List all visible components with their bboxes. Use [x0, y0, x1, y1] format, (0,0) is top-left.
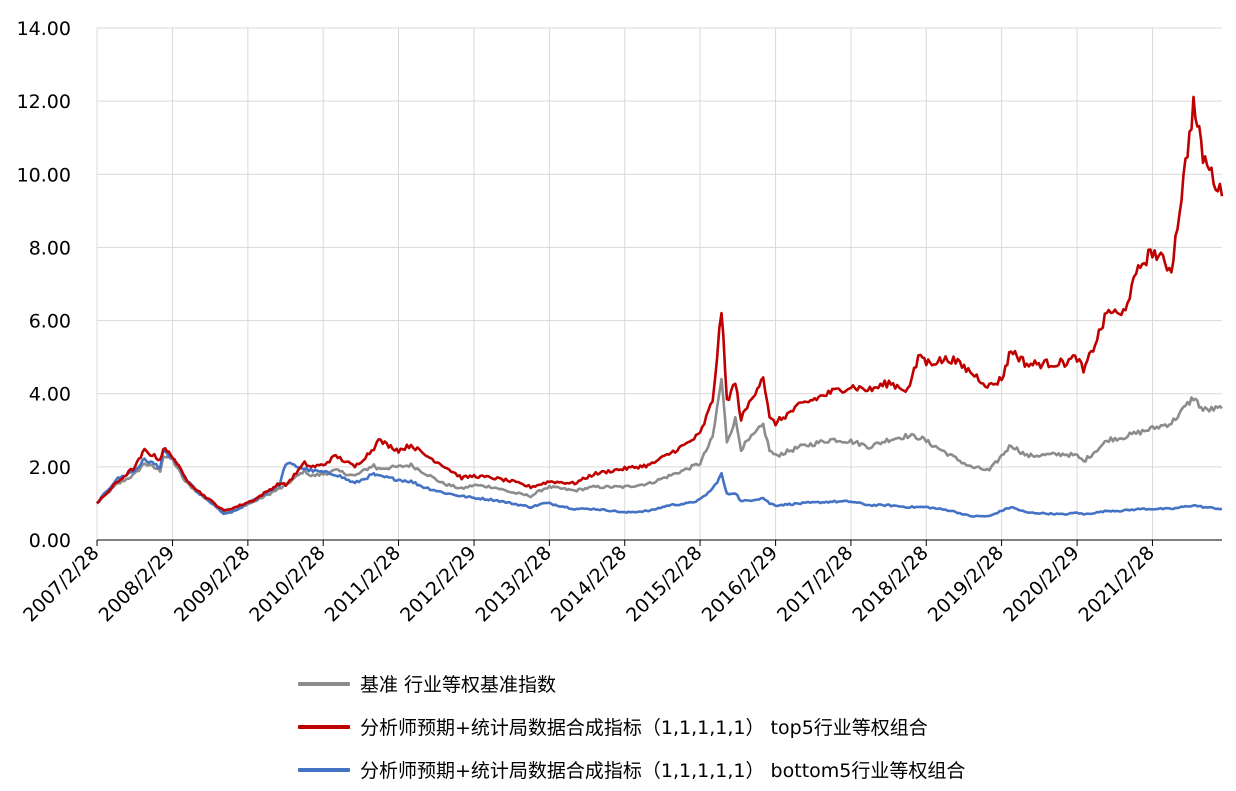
x-tick-label: 2016/2/29 — [698, 542, 782, 626]
x-tick-label: 2013/2/28 — [471, 542, 555, 626]
legend-item-top5: 分析师预期+统计局数据合成指标（1,1,1,1,1） top5行业等权组合 — [298, 705, 965, 748]
legend: 基准 行业等权基准指数 分析师预期+统计局数据合成指标（1,1,1,1,1） t… — [298, 662, 965, 791]
line-chart: 0.00 2.00 4.00 6.00 8.00 10.00 12.00 14.00 2007/… — [17, 18, 1224, 626]
y-tick-label: 12.00 — [17, 91, 71, 113]
legend-item-bottom5: 分析师预期+统计局数据合成指标（1,1,1,1,1） bottom5行业等权组合 — [298, 748, 965, 791]
x-tick-label: 2017/2/28 — [773, 542, 857, 626]
x-tick-label: 2015/2/28 — [622, 542, 706, 626]
legend-label-top5: 分析师预期+统计局数据合成指标（1,1,1,1,1） top5行业等权组合 — [360, 717, 928, 739]
series-lines — [95, 95, 1224, 518]
legend-item-benchmark: 基准 行业等权基准指数 — [298, 662, 965, 705]
x-tick-label: 2018/2/28 — [848, 542, 932, 626]
x-tick-label: 2021/2/28 — [1075, 542, 1159, 626]
x-tick-label: 2020/2/29 — [999, 542, 1083, 626]
y-tick-label: 6.00 — [29, 311, 71, 333]
y-tick-label: 14.00 — [17, 18, 71, 40]
x-tick-label: 2011/2/28 — [321, 542, 405, 626]
legend-swatch-top5 — [298, 724, 350, 729]
legend-label-benchmark: 基准 行业等权基准指数 — [360, 674, 557, 696]
x-tick-label: 2009/2/28 — [170, 542, 254, 626]
x-tick-label: 2012/2/29 — [396, 542, 480, 626]
y-tick-label: 0.00 — [29, 530, 71, 552]
series-line-0 — [96, 377, 1223, 515]
y-tick-label: 10.00 — [17, 164, 71, 186]
grid — [96, 27, 1222, 540]
legend-swatch-benchmark — [298, 681, 350, 686]
x-tick-label: 2007/2/28 — [19, 542, 103, 626]
x-tick-label: 2010/2/28 — [245, 542, 329, 626]
axes: 0.00 2.00 4.00 6.00 8.00 10.00 12.00 14.00 2007/… — [17, 18, 1222, 626]
series-line-2 — [96, 448, 1223, 518]
y-tick-label: 2.00 — [29, 457, 71, 479]
legend-label-bottom5: 分析师预期+统计局数据合成指标（1,1,1,1,1） bottom5行业等权组合 — [360, 760, 966, 782]
y-tick-label: 8.00 — [29, 237, 71, 259]
series-line-1 — [95, 95, 1224, 512]
x-tick-label: 2014/2/28 — [547, 542, 631, 626]
x-tick-label: 2008/2/29 — [95, 542, 179, 626]
legend-swatch-bottom5 — [298, 767, 350, 772]
x-tick-label: 2019/2/28 — [924, 542, 1008, 626]
y-tick-label: 4.00 — [29, 384, 71, 406]
